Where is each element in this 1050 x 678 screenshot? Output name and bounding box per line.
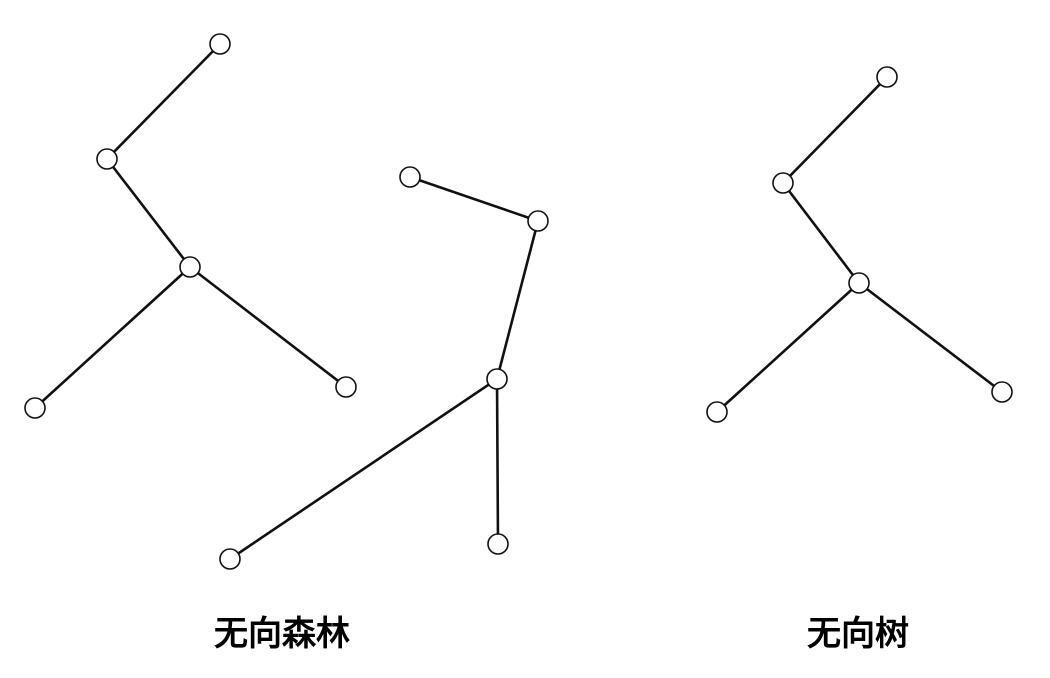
forest-tree-1-node-a3 (179, 256, 201, 278)
forest-tree-1-edge-a3-a4 (33, 265, 192, 410)
tree-node-c4 (706, 401, 728, 423)
forest-tree-2-node-b1 (399, 166, 421, 188)
forest-tree-1-node-a2 (96, 148, 118, 170)
forest-tree-1-edge-a1-a2 (105, 42, 222, 161)
forest-tree-2-edge-b2-b3 (495, 219, 540, 381)
forest-tree-1-edge-a3-a5 (188, 265, 348, 389)
tree-edge-c3-c5 (857, 281, 1004, 394)
tree-node-c1 (876, 66, 898, 88)
edges-layer (33, 42, 1004, 561)
tree-node-c3 (848, 272, 870, 294)
tree-node-c2 (772, 172, 794, 194)
forest-tree-2-edge-b1-b2 (408, 175, 540, 223)
forest-tree-2-node-b4 (219, 548, 241, 570)
forest-tree-1-node-a5 (335, 376, 357, 398)
tree-node-c5 (991, 381, 1013, 403)
forest-tree-1-node-a1 (209, 33, 231, 55)
forest-caption: 无向森林 (214, 614, 350, 654)
forest-tree-2-edge-b3-b5 (495, 377, 500, 546)
forest-tree-2-node-b3 (486, 368, 508, 390)
tree-caption: 无向树 (807, 614, 909, 654)
tree-edge-c1-c2 (781, 75, 889, 185)
tree-edge-c3-c4 (715, 281, 861, 414)
forest-tree-2-edge-b3-b4 (228, 377, 499, 561)
nodes-layer (24, 33, 1013, 570)
forest-tree-2-node-b5 (487, 533, 509, 555)
forest-tree-1-node-a4 (24, 397, 46, 419)
tree-edge-c2-c3 (781, 181, 861, 285)
forest-tree-1-edge-a2-a3 (105, 157, 192, 269)
forest-tree-2-node-b2 (527, 210, 549, 232)
